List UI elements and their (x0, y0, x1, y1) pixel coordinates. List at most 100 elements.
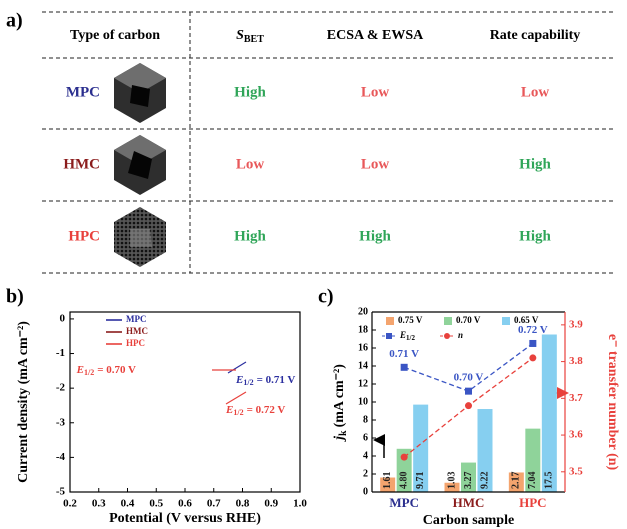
x-tick-label: 0.9 (264, 498, 278, 510)
point (465, 387, 472, 395)
y-tick-label: 16 (358, 342, 368, 353)
value-label: 2.17 (511, 472, 522, 490)
bar (461, 462, 476, 492)
value-label: 1.61 (382, 472, 393, 490)
carbon-icon (114, 63, 166, 123)
panel-label: a) (6, 10, 23, 32)
level-cell: High (234, 84, 266, 100)
annotation-symbol: E (76, 364, 84, 376)
y-tick-label: 8 (363, 414, 368, 425)
legend-marker (386, 333, 392, 339)
y-axis-subscript: k (338, 430, 349, 436)
point (529, 354, 537, 362)
y-axis-unit: (mA cm⁻²) (332, 364, 347, 428)
annotation-text: = 0.71 V (257, 374, 296, 386)
y-tick-label: 0 (363, 486, 368, 497)
y2-tick-label: 3.6 (569, 429, 583, 441)
y2-tick-label: 3.9 (569, 318, 583, 330)
x-tick-label: 0.2 (63, 498, 77, 510)
header-symbol: S (236, 28, 244, 43)
column-header: Rate capability (490, 28, 581, 43)
row-label: MPC (66, 84, 100, 100)
annotation-subscript: 1/2 (233, 408, 243, 417)
legend-name: E (399, 330, 406, 340)
legend-label: HPC (126, 338, 145, 348)
value-label: 9.71 (415, 472, 426, 490)
x-tick-label: HMC (453, 495, 485, 510)
panel-label: c) (318, 286, 334, 308)
column-header: Type of carbon (70, 28, 160, 43)
value-label: 17.5 (544, 472, 555, 490)
y-axis-label: Current density (mA cm⁻²) (16, 321, 31, 483)
x-tick-label: 1.0 (293, 498, 307, 510)
annotation: E1/2 = 0.70 V (76, 364, 136, 377)
point (465, 402, 472, 410)
x-tick-label: 0.6 (178, 498, 192, 510)
x-tick-label: 0.7 (207, 498, 221, 510)
legend-name: n (458, 330, 463, 340)
y-tick-label: 0 (60, 312, 66, 324)
plot-frame (69, 311, 301, 493)
level-cell: Low (361, 156, 390, 172)
y-axis-symbol: j (332, 436, 347, 442)
bar (508, 472, 524, 492)
annotation: E1/2 = 0.72 V (225, 404, 285, 417)
x-tick-label: 0.8 (236, 498, 250, 510)
level-cell: Low (361, 84, 390, 100)
annotation-symbol: E (235, 374, 243, 386)
y-tick-label: -5 (56, 486, 66, 498)
y-tick-label: 6 (363, 432, 368, 443)
y2-tick-label: 3.8 (569, 355, 583, 367)
y2-tick-label: 3.5 (569, 465, 583, 477)
bar (413, 404, 429, 492)
point (400, 453, 408, 461)
panel-label: b) (6, 286, 24, 308)
value-label: 4.80 (398, 472, 409, 490)
annotation-text: = 0.72 V (247, 404, 286, 416)
y-tick-label: -2 (56, 382, 66, 394)
carbon-icon (114, 135, 166, 195)
x-axis-label: Carbon sample (423, 513, 514, 528)
annotation-symbol: E (225, 404, 233, 416)
x-tick-label: MPC (389, 495, 419, 510)
y-tick-label: -1 (56, 347, 65, 359)
y-tick-label: -4 (56, 451, 66, 463)
annotation-subscript: 1/2 (84, 368, 94, 377)
level-cell: High (234, 228, 266, 244)
level-cell: Low (236, 156, 265, 172)
bar (541, 334, 557, 492)
column-header: ECSA & EWSA (327, 28, 424, 43)
y-tick-label: -3 (56, 416, 66, 428)
x-tick-label: 0.3 (92, 498, 106, 510)
legend-swatch (386, 317, 394, 325)
legend-label: MPC (126, 314, 147, 324)
y-tick-label: 18 (358, 324, 368, 335)
header-subscript: BET (244, 34, 264, 45)
legend-label: HMC (126, 326, 148, 336)
bar (477, 409, 493, 492)
legend-label: 0.70 V (456, 315, 481, 325)
legend-swatch (502, 317, 510, 325)
point (400, 363, 408, 371)
legend-label: n (458, 330, 463, 340)
x-tick-label: HPC (519, 495, 546, 510)
value-label: 1.03 (446, 472, 457, 490)
bar (396, 448, 412, 492)
value-label: 7.04 (527, 472, 538, 490)
carbon-icon (114, 207, 166, 267)
value-label: 3.27 (463, 472, 474, 490)
column-header: SBET (236, 28, 264, 45)
legend-label: E1/2 (399, 330, 415, 342)
legend-marker (444, 333, 450, 339)
level-cell: High (519, 228, 551, 244)
bar (380, 477, 396, 492)
y2-axis-label: e⁻ transfer number (n) (605, 334, 620, 471)
y2-tick-label: 3.7 (569, 392, 583, 404)
trend-line (403, 342, 534, 392)
legend-swatch (444, 317, 452, 325)
value-label: 0.70 V (454, 372, 484, 384)
annotation-subscript: 1/2 (243, 378, 253, 387)
table-lines (42, 11, 615, 274)
